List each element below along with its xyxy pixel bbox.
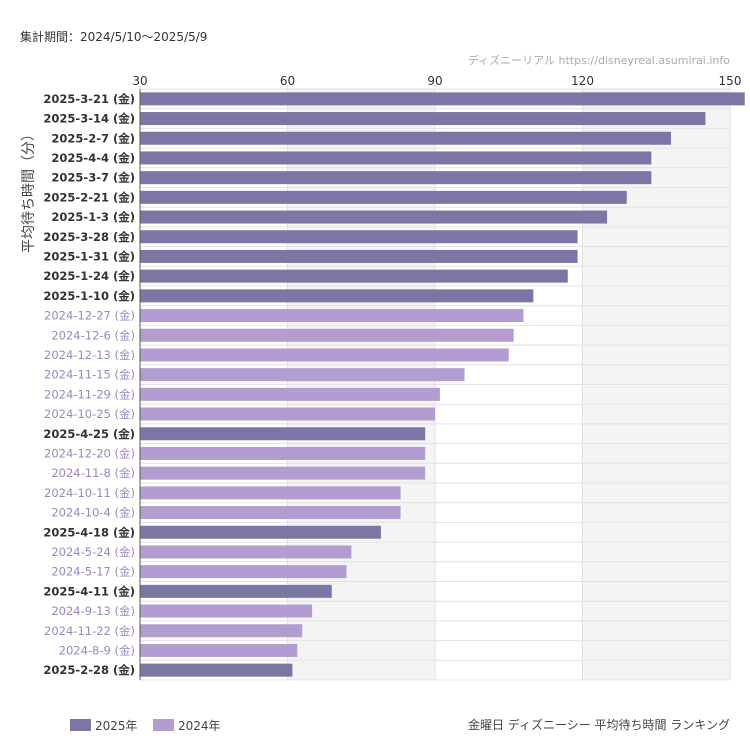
grid-lines	[139, 85, 731, 681]
y-category-label: 2024-10-25 (金)	[44, 407, 135, 421]
x-tick-label: 90	[427, 74, 442, 88]
bars	[140, 92, 745, 677]
bar	[140, 151, 652, 165]
bar	[140, 407, 435, 421]
y-category-label: 2024-12-20 (金)	[44, 446, 135, 460]
bar	[140, 663, 293, 677]
bar	[140, 190, 627, 204]
bar	[140, 643, 298, 657]
y-category-label: 2025-2-7 (金)	[51, 131, 135, 145]
y-category-label: 2025-1-3 (金)	[51, 210, 135, 224]
bar	[140, 249, 578, 263]
legend: 2025年 2024年	[70, 719, 221, 733]
y-category-label: 2024-11-29 (金)	[44, 387, 135, 401]
y-category-label: 2024-11-8 (金)	[51, 466, 135, 480]
y-category-label: 2024-5-17 (金)	[51, 565, 135, 579]
bar	[140, 506, 401, 520]
x-tick-label: 150	[719, 74, 742, 88]
y-category-label: 2025-2-21 (金)	[43, 190, 135, 204]
y-category-label: 2025-1-10 (金)	[43, 289, 135, 303]
y-category-label: 2024-12-27 (金)	[44, 309, 135, 323]
y-category-label: 2024-12-13 (金)	[44, 348, 135, 362]
x-tick-labels: 30 60 90 120 150	[132, 74, 741, 88]
legend-swatch-2024	[153, 719, 174, 731]
legend-label-2024: 2024年	[178, 719, 221, 733]
bar	[140, 446, 426, 460]
bar	[140, 368, 465, 382]
y-axis-title: 平均待ち時間（分）	[21, 127, 37, 253]
bar	[140, 328, 514, 342]
y-category-label: 2024-9-13 (金)	[51, 604, 135, 618]
y-category-label: 2024-8-9 (金)	[59, 643, 135, 657]
bar	[140, 466, 426, 480]
y-category-label: 2025-3-21 (金)	[43, 92, 135, 106]
y-category-label: 2025-4-25 (金)	[43, 427, 135, 441]
bar	[140, 92, 745, 106]
bar	[140, 112, 706, 126]
y-category-label: 2025-3-7 (金)	[51, 171, 135, 185]
bar	[140, 427, 426, 441]
y-category-label: 2025-1-24 (金)	[43, 269, 135, 283]
bar	[140, 565, 347, 579]
bar	[140, 525, 381, 539]
chart-caption: 金曜日 ディズニーシー 平均待ち時間 ランキング	[468, 717, 730, 732]
bar	[140, 604, 313, 618]
x-tick-label: 120	[571, 74, 594, 88]
y-category-labels: 2025-3-21 (金) 2025-3-14 (金) 2025-2-7 (金) 20…	[43, 92, 135, 677]
y-category-label: 2025-2-28 (金)	[43, 663, 135, 677]
bar	[140, 584, 332, 598]
bar	[140, 348, 509, 362]
bar	[140, 545, 352, 559]
y-category-label: 2024-10-4 (金)	[51, 506, 135, 520]
y-category-label: 2025-4-11 (金)	[43, 584, 135, 598]
y-category-label: 2024-5-24 (金)	[51, 545, 135, 559]
source-text: ディズニーリアル https://disneyreal.asumirai.inf…	[468, 53, 730, 67]
bar	[140, 230, 578, 244]
bar	[140, 289, 534, 303]
bar	[140, 624, 303, 638]
y-category-label: 2025-4-4 (金)	[51, 151, 135, 165]
y-category-label: 2024-11-22 (金)	[44, 624, 135, 638]
y-category-label: 2024-11-15 (金)	[44, 368, 135, 382]
y-category-label: 2025-1-31 (金)	[43, 249, 135, 263]
legend-label-2025: 2025年	[95, 719, 138, 733]
bar	[140, 210, 608, 224]
x-tick-label: 30	[132, 74, 147, 88]
bar	[140, 486, 401, 500]
bar	[140, 309, 524, 323]
y-category-label: 2025-4-18 (金)	[43, 525, 135, 539]
bar	[140, 131, 671, 145]
legend-swatch-2025	[70, 719, 91, 731]
y-category-label: 2025-3-14 (金)	[43, 112, 135, 126]
y-category-label: 2025-3-28 (金)	[43, 230, 135, 244]
x-tick-label: 60	[280, 74, 295, 88]
bar	[140, 269, 568, 283]
period-text: 集計期間：2024/5/10〜2025/5/9	[20, 29, 207, 44]
y-category-label: 2024-12-6 (金)	[51, 328, 135, 342]
bar	[140, 171, 652, 185]
y-category-label: 2024-10-11 (金)	[44, 486, 135, 500]
bar	[140, 387, 440, 401]
